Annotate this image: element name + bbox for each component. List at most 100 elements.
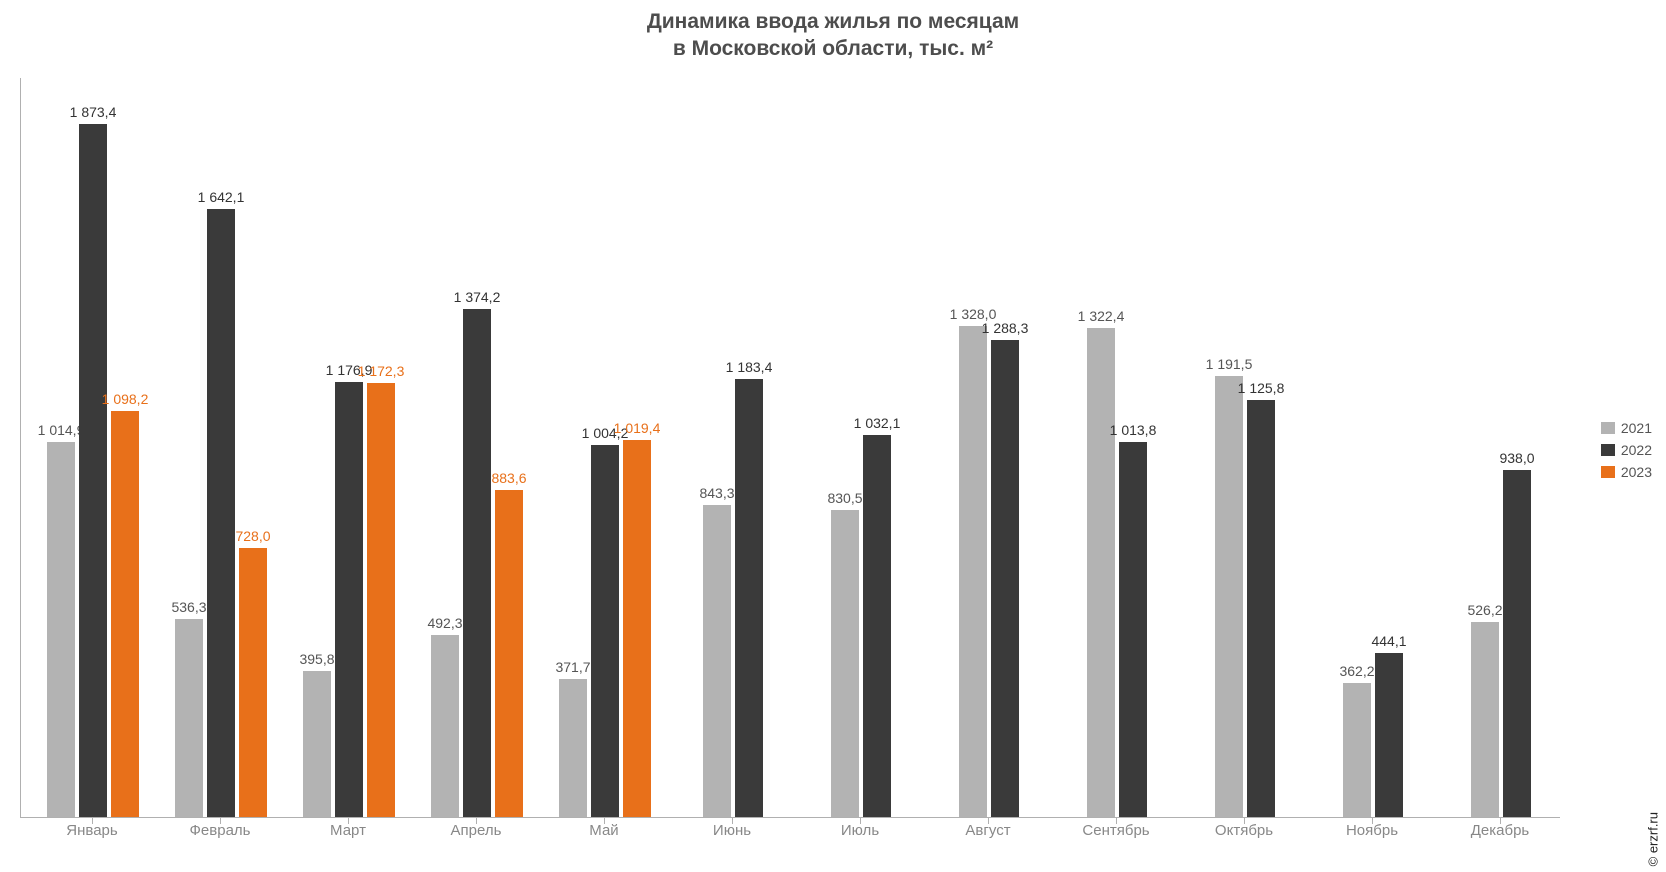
bar-value-label: 1 873,4 — [70, 104, 117, 124]
legend-swatch — [1601, 422, 1615, 434]
bar: 1 014,9 — [47, 442, 75, 818]
copyright-label: © erzrf.ru — [1645, 812, 1660, 866]
bar-value-label: 938,0 — [1499, 450, 1534, 470]
legend-item: 2022 — [1601, 442, 1652, 458]
bar-value-label: 883,6 — [491, 470, 526, 490]
bar: 883,6 — [495, 490, 523, 817]
bar: 362,2 — [1343, 683, 1371, 817]
bar: 1 191,5 — [1215, 376, 1243, 817]
bar: 1 328,0 — [959, 326, 987, 817]
bar-group: 526,2938,0 — [1437, 470, 1565, 817]
bar: 1 183,4 — [735, 379, 763, 817]
bar-value-label: 1 183,4 — [726, 359, 773, 379]
bar-value-label: 1 098,2 — [102, 391, 149, 411]
bar: 1 125,8 — [1247, 400, 1275, 817]
legend-swatch — [1601, 444, 1615, 456]
bar-value-label: 444,1 — [1371, 633, 1406, 653]
x-axis-label: Февраль — [190, 822, 251, 839]
bar-value-label: 1 125,8 — [1238, 380, 1285, 400]
plot-area: 1 014,91 873,41 098,2536,31 642,1728,039… — [20, 78, 1560, 818]
bar-value-label: 1 322,4 — [1078, 308, 1125, 328]
x-axis-label: Май — [589, 822, 618, 839]
bar-group: 362,2444,1 — [1309, 653, 1437, 817]
bar-value-label: 1 642,1 — [198, 189, 245, 209]
bar-group: 1 328,01 288,3 — [925, 326, 1053, 817]
legend-item: 2023 — [1601, 464, 1652, 480]
chart-title-line2: в Московской области, тыс. м² — [0, 35, 1666, 62]
x-axis-label: Ноябрь — [1346, 822, 1398, 839]
bar: 830,5 — [831, 510, 859, 817]
bar-group: 395,81 176,91 172,3 — [285, 382, 413, 817]
bar-value-label: 1 014,9 — [38, 422, 85, 442]
bar-value-label: 1 288,3 — [982, 320, 1029, 340]
bar-value-label: 1 374,2 — [454, 289, 501, 309]
x-tick — [92, 818, 93, 824]
bar: 1 873,4 — [79, 124, 107, 817]
x-axis-label: Январь — [66, 822, 117, 839]
bar-value-label: 728,0 — [235, 528, 270, 548]
bar-value-label: 1 013,8 — [1110, 422, 1157, 442]
legend-swatch — [1601, 466, 1615, 478]
bar: 1 374,2 — [463, 309, 491, 817]
bar-value-label: 1 019,4 — [614, 420, 661, 440]
bar: 1 019,4 — [623, 440, 651, 817]
bar: 728,0 — [239, 548, 267, 817]
x-tick — [1116, 818, 1117, 824]
x-tick — [1500, 818, 1501, 824]
x-axis-label: Март — [330, 822, 366, 839]
bar-value-label: 371,7 — [555, 659, 590, 679]
bar: 1 098,2 — [111, 411, 139, 817]
bar-value-label: 1 032,1 — [854, 415, 901, 435]
bar-value-label: 830,5 — [827, 490, 862, 510]
x-tick — [604, 818, 605, 824]
bar-group: 830,51 032,1 — [797, 435, 925, 817]
legend-label: 2023 — [1621, 464, 1652, 480]
bar: 1 642,1 — [207, 209, 235, 817]
x-axis-label: Апрель — [451, 822, 502, 839]
x-axis-label: Июнь — [713, 822, 751, 839]
bar: 938,0 — [1503, 470, 1531, 817]
bar-value-label: 492,3 — [427, 615, 462, 635]
x-axis-labels: Январь Февраль Март Апрель Май Июнь Июль Август… — [20, 822, 1560, 852]
legend-label: 2021 — [1621, 420, 1652, 436]
legend: 2021 2022 2023 — [1601, 420, 1652, 486]
x-axis-label: Август — [965, 822, 1010, 839]
bar-value-label: 1 172,3 — [358, 363, 405, 383]
x-tick — [1372, 818, 1373, 824]
chart-title-line1: Динамика ввода жилья по месяцам — [0, 8, 1666, 35]
bar-group: 843,31 183,4 — [669, 379, 797, 817]
bar: 1 032,1 — [863, 435, 891, 817]
x-tick — [1244, 818, 1245, 824]
bar-group: 1 322,41 013,8 — [1053, 328, 1181, 817]
bar: 1 004,2 — [591, 445, 619, 817]
bar: 1 013,8 — [1119, 442, 1147, 817]
bar-group: 1 191,51 125,8 — [1181, 376, 1309, 817]
x-tick — [732, 818, 733, 824]
bar: 444,1 — [1375, 653, 1403, 817]
chart-title: Динамика ввода жилья по месяцам в Москов… — [0, 0, 1666, 63]
bar-group: 536,31 642,1728,0 — [157, 209, 285, 817]
bar-value-label: 1 191,5 — [1206, 356, 1253, 376]
x-axis-label: Июль — [841, 822, 879, 839]
bar-value-label: 362,2 — [1339, 663, 1374, 683]
x-axis-label: Октябрь — [1215, 822, 1273, 839]
bar: 1 288,3 — [991, 340, 1019, 817]
bar: 1 322,4 — [1087, 328, 1115, 817]
bar-group: 1 014,91 873,41 098,2 — [29, 124, 157, 817]
bar-value-label: 843,3 — [699, 485, 734, 505]
bar-group: 371,71 004,21 019,4 — [541, 440, 669, 817]
bar: 843,3 — [703, 505, 731, 817]
x-axis-label: Сентябрь — [1082, 822, 1149, 839]
x-axis-label: Декабрь — [1471, 822, 1529, 839]
legend-label: 2022 — [1621, 442, 1652, 458]
bar-value-label: 536,3 — [171, 599, 206, 619]
bar: 395,8 — [303, 671, 331, 817]
bar: 1 176,9 — [335, 382, 363, 817]
x-tick — [220, 818, 221, 824]
bar: 1 172,3 — [367, 383, 395, 817]
x-tick — [476, 818, 477, 824]
x-tick — [348, 818, 349, 824]
bar-value-label: 395,8 — [299, 651, 334, 671]
bar: 371,7 — [559, 679, 587, 817]
bar: 492,3 — [431, 635, 459, 817]
